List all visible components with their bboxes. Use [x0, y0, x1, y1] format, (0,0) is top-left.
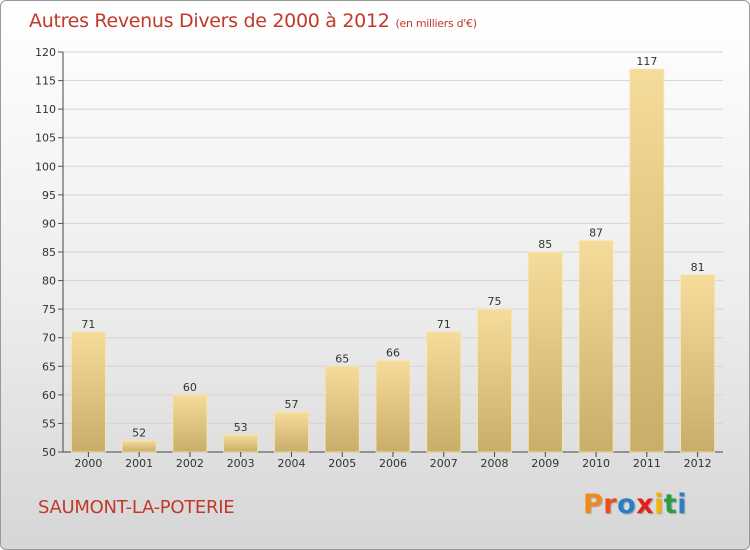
- logo-letter: o: [617, 489, 637, 520]
- logo-letter: t: [663, 489, 678, 520]
- bar: [324, 365, 360, 453]
- logo-letter: i: [677, 489, 688, 520]
- y-tick-label: 120: [35, 46, 56, 59]
- x-tick-label: 2012: [684, 457, 712, 470]
- x-tick-label: 2005: [328, 457, 356, 470]
- data-label: 57: [284, 398, 298, 411]
- data-label: 66: [386, 347, 400, 360]
- bar: [527, 251, 563, 453]
- bar: [477, 308, 512, 453]
- bar: [629, 68, 665, 453]
- y-tick-label: 60: [42, 389, 56, 402]
- logo-letter: i: [654, 489, 664, 520]
- y-tick-label: 95: [42, 189, 56, 202]
- logo-letter: r: [603, 489, 618, 520]
- bar: [375, 360, 411, 453]
- data-label: 117: [636, 55, 657, 68]
- bar: [426, 331, 462, 453]
- y-tick-label: 115: [35, 75, 56, 88]
- data-label: 85: [538, 238, 552, 251]
- place-name: SAUMONT-LA-POTERIE: [38, 497, 235, 518]
- y-tick-label: 65: [42, 360, 56, 373]
- x-tick-label: 2003: [227, 457, 255, 470]
- data-label: 53: [234, 421, 248, 434]
- chart-title-text: Autres Revenus Divers de 2000 à 2012: [29, 10, 390, 32]
- y-tick-label: 85: [42, 246, 56, 259]
- y-tick-label: 105: [35, 132, 56, 145]
- x-tick-label: 2007: [430, 457, 458, 470]
- bar: [680, 274, 716, 453]
- data-label: 75: [488, 295, 502, 308]
- y-tick-label: 100: [35, 160, 56, 173]
- y-tick-label: 110: [35, 103, 56, 116]
- y-tick-label: 90: [42, 217, 56, 230]
- chart-title: Autres Revenus Divers de 2000 à 2012 (en …: [29, 10, 477, 32]
- x-tick-label: 2011: [633, 457, 661, 470]
- x-tick-label: 2010: [582, 457, 610, 470]
- y-tick-label: 80: [42, 275, 56, 288]
- bar: [172, 394, 208, 453]
- bar: [274, 411, 309, 453]
- x-tick-label: 2006: [379, 457, 407, 470]
- bar: [578, 240, 614, 453]
- x-tick-label: 2009: [531, 457, 559, 470]
- y-tick-label: 50: [42, 446, 56, 459]
- logo-letter: P: [583, 489, 604, 520]
- x-tick-label: 2001: [125, 457, 153, 470]
- data-label: 65: [335, 352, 349, 365]
- logo-letter: x: [636, 489, 655, 520]
- data-label: 52: [132, 427, 146, 440]
- y-tick-label: 75: [42, 303, 56, 316]
- x-tick-label: 2008: [481, 457, 509, 470]
- data-label: 81: [691, 261, 705, 274]
- bar: [121, 440, 157, 453]
- x-tick-label: 2004: [277, 457, 305, 470]
- data-label: 87: [589, 227, 603, 240]
- x-tick-label: 2000: [74, 457, 102, 470]
- data-label: 71: [81, 318, 95, 331]
- y-tick-label: 70: [42, 332, 56, 345]
- bar: [223, 434, 259, 453]
- y-tick-label: 55: [42, 417, 56, 430]
- proxiti-logo: Proxiti: [583, 489, 687, 520]
- bar: [70, 331, 106, 453]
- x-tick-label: 2002: [176, 457, 204, 470]
- chart-unit: (en milliers d'€): [395, 17, 477, 30]
- data-label: 60: [183, 381, 197, 394]
- data-label: 71: [437, 318, 451, 331]
